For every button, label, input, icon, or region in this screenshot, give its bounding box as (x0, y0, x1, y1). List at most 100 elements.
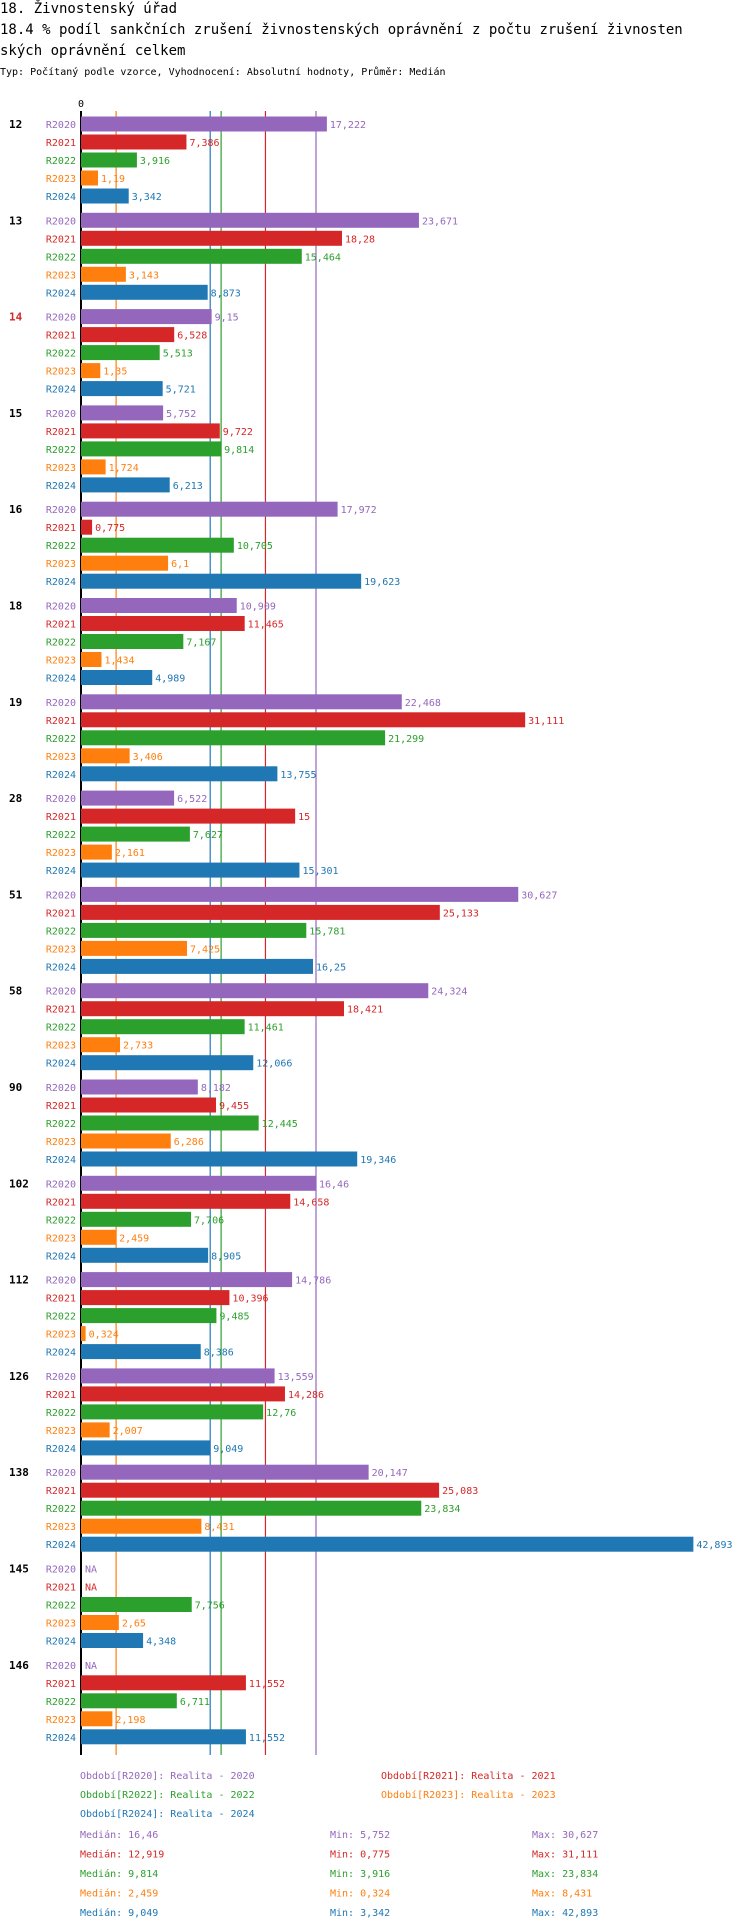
value-label-146-r2020: NA (85, 1661, 97, 1672)
series-label-r2024: R2024 (46, 770, 76, 781)
value-label-102-r2024: 8,905 (211, 1251, 241, 1262)
series-label-r2021: R2021 (46, 1101, 76, 1112)
value-label-28-r2024: 15,301 (302, 866, 338, 877)
bar-16-r2021 (81, 519, 93, 535)
value-label-16-r2023: 6,1 (171, 559, 189, 570)
stat-min-r2021: Min: 0,775 (330, 1850, 390, 1861)
series-label-r2021: R2021 (46, 427, 76, 438)
category-label-51: 51 (9, 888, 23, 901)
series-label-r2021: R2021 (46, 138, 76, 149)
category-label-58: 58 (9, 985, 22, 998)
bar-12-r2020 (81, 116, 327, 132)
value-label-19-r2023: 3,406 (133, 752, 163, 763)
bar-146-r2023 (81, 1711, 113, 1727)
value-label-138-r2024: 42,893 (696, 1540, 732, 1551)
value-label-90-r2020: 8,182 (201, 1083, 231, 1094)
series-label-r2021: R2021 (46, 1197, 76, 1208)
bar-112-r2020 (81, 1272, 293, 1288)
bar-90-r2020 (81, 1079, 198, 1095)
bar-14-r2022 (81, 345, 160, 361)
bar-58-r2022 (81, 1019, 245, 1035)
series-label-r2023: R2023 (46, 656, 76, 667)
bar-19-r2020 (81, 694, 402, 710)
value-label-126-r2024: 9,049 (213, 1444, 243, 1455)
category-label-12: 12 (9, 118, 22, 131)
value-label-18-r2021: 11,465 (248, 620, 284, 631)
series-label-r2024: R2024 (46, 866, 76, 877)
value-label-112-r2020: 14,786 (295, 1276, 331, 1287)
bar-15-r2023 (81, 459, 106, 475)
stat-min-r2024: Min: 3,342 (330, 1908, 390, 1919)
value-label-19-r2024: 13,755 (280, 770, 316, 781)
chart-title-line1: 18.4 % podíl sankčních zrušení živnosten… (0, 22, 683, 38)
series-label-r2021: R2021 (46, 812, 76, 823)
bar-112-r2021 (81, 1290, 230, 1306)
category-label-13: 13 (9, 214, 22, 227)
series-label-r2020: R2020 (46, 1179, 76, 1190)
chart-title-section: 18. Živnostenský úřad (0, 1, 178, 17)
value-label-28-r2023: 2,161 (115, 848, 145, 859)
stat-max-r2024: Max: 42,893 (532, 1908, 598, 1919)
series-label-r2020: R2020 (46, 1276, 76, 1287)
series-label-r2022: R2022 (46, 1119, 76, 1130)
series-label-r2022: R2022 (46, 349, 76, 360)
bar-14-r2021 (81, 327, 175, 343)
bar-19-r2022 (81, 730, 386, 746)
series-label-r2024: R2024 (46, 385, 76, 396)
value-label-15-r2022: 9,814 (224, 445, 254, 456)
series-label-r2022: R2022 (46, 1023, 76, 1034)
value-label-18-r2022: 7,167 (186, 638, 216, 649)
value-label-16-r2021: 0,775 (95, 523, 125, 534)
value-label-126-r2021: 14,286 (288, 1390, 324, 1401)
series-label-r2023: R2023 (46, 174, 76, 185)
bar-145-r2022 (81, 1597, 192, 1612)
value-label-145-r2023: 2,65 (122, 1619, 146, 1630)
value-label-51-r2023: 7,425 (190, 944, 220, 955)
category-label-146: 146 (9, 1659, 29, 1672)
legend-entry-r2020: Období[R2020]: Realita - 2020 (80, 1770, 255, 1782)
value-label-146-r2023: 2,198 (115, 1715, 145, 1726)
bar-19-r2021 (81, 712, 526, 728)
value-label-14-r2024: 5,721 (166, 385, 196, 396)
value-label-19-r2020: 22,468 (405, 698, 441, 709)
series-label-r2023: R2023 (46, 463, 76, 474)
bar-18-r2021 (81, 616, 245, 631)
value-label-58-r2021: 18,421 (347, 1005, 383, 1016)
bar-146-r2021 (81, 1675, 246, 1691)
series-label-r2023: R2023 (46, 1137, 76, 1148)
category-label-90: 90 (9, 1081, 22, 1094)
value-label-12-r2023: 1,19 (101, 174, 125, 185)
value-label-14-r2023: 1,35 (103, 367, 127, 378)
value-label-90-r2022: 12,445 (262, 1119, 298, 1130)
value-label-112-r2021: 10,396 (232, 1294, 268, 1305)
bar-90-r2021 (81, 1097, 216, 1113)
bar-13-r2023 (81, 266, 126, 282)
bar-28-r2023 (81, 844, 112, 860)
value-label-138-r2022: 23,834 (424, 1504, 460, 1515)
category-label-112: 112 (9, 1274, 29, 1287)
stat-median-r2024: Medián: 9,049 (80, 1907, 158, 1919)
value-label-126-r2022: 12,76 (266, 1408, 296, 1419)
series-label-r2022: R2022 (46, 1215, 76, 1226)
bar-18-r2023 (81, 652, 102, 667)
series-label-r2023: R2023 (46, 1233, 76, 1244)
legend-entry-r2022: Období[R2022]: Realita - 2022 (80, 1789, 255, 1801)
bar-126-r2021 (81, 1386, 285, 1402)
bar-15-r2024 (81, 477, 170, 493)
bar-13-r2022 (81, 248, 302, 264)
chart-type-info: Typ: Počítaný podle vzorce, Vyhodnocení:… (0, 67, 446, 78)
series-label-r2021: R2021 (46, 234, 76, 245)
series-label-r2020: R2020 (46, 602, 76, 613)
bar-14-r2020 (81, 309, 212, 325)
bar-14-r2023 (81, 363, 101, 379)
value-label-145-r2024: 4,348 (146, 1637, 176, 1648)
series-label-r2024: R2024 (46, 1444, 76, 1455)
bar-102-r2024 (81, 1247, 209, 1263)
value-label-138-r2023: 8,431 (204, 1522, 234, 1533)
stat-max-r2022: Max: 23,834 (532, 1869, 598, 1880)
series-label-r2022: R2022 (46, 1408, 76, 1419)
series-label-r2023: R2023 (46, 367, 76, 378)
value-label-112-r2024: 8,386 (204, 1348, 234, 1359)
bar-90-r2023 (81, 1133, 171, 1149)
value-label-90-r2021: 9,455 (219, 1101, 249, 1112)
